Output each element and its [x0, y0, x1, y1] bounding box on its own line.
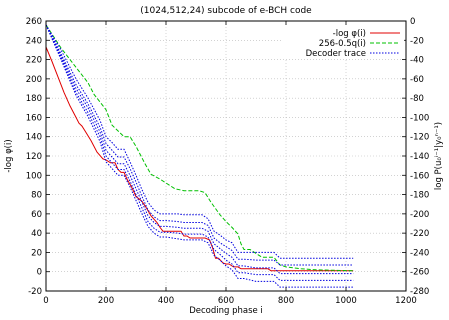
y-right-tick-label: -180 [410, 191, 429, 201]
y-right-tick-label: -140 [410, 152, 429, 162]
y-left-tick-label: 60 [31, 210, 42, 220]
series-line-3 [45, 24, 354, 266]
y-left-tick-label: 140 [26, 133, 42, 143]
y-right-tick-label: -120 [410, 133, 429, 143]
y-left-tick-label: 40 [31, 229, 42, 239]
series-line-5 [45, 24, 354, 281]
legend-label: 256-0.5q(i) [319, 39, 366, 49]
y-left-tick-label: 160 [26, 113, 42, 123]
series-line-4 [45, 24, 354, 275]
y-left-tick-label: 220 [26, 56, 42, 66]
y-right-tick-label: -20 [410, 36, 424, 46]
y-left-tick-label: 120 [26, 152, 42, 162]
y-left-tick-label: 100 [26, 171, 42, 181]
y-left-tick-label: 260 [26, 17, 42, 27]
series-line-6 [45, 24, 354, 288]
y-left-tick-label: -20 [28, 287, 42, 297]
y-right-tick-label: -220 [410, 229, 429, 239]
y-left-tick-label: 180 [26, 94, 42, 104]
y-right-tick-label: -160 [410, 171, 429, 181]
legend-label: Decoder trace [306, 49, 366, 59]
legend-label: -log φ(i) [333, 29, 366, 39]
y-right-tick-label: -280 [410, 287, 429, 297]
y-right-tick-label: -80 [410, 94, 424, 104]
series-line-0 [45, 46, 354, 272]
y-axis-right-title: log P(u₀ⁱ⁻¹|y₀ⁿ⁻¹) [434, 122, 444, 190]
x-tick-label: 600 [218, 296, 234, 306]
y-right-tick-label: -240 [410, 248, 429, 258]
x-tick-label: 400 [158, 296, 174, 306]
series-line-2 [45, 24, 354, 259]
y-left-tick-label: 20 [31, 248, 42, 258]
y-right-tick-label: -260 [410, 268, 429, 278]
y-right-tick-label: 0 [410, 17, 415, 27]
y-left-tick-label: 80 [31, 191, 42, 201]
y-left-tick-label: 0 [37, 268, 42, 278]
x-tick-label: 1200 [395, 296, 417, 306]
y-right-tick-label: -100 [410, 113, 429, 123]
x-tick-label: 200 [98, 296, 114, 306]
chart-title: (1024,512,24) subcode of e-BCH code [140, 6, 312, 16]
x-tick-label: 0 [43, 296, 48, 306]
y-right-tick-label: -40 [410, 56, 424, 66]
y-axis-left-title: -log φ(i) [4, 139, 14, 172]
y-left-tick-label: 200 [26, 75, 42, 85]
x-tick-label: 1000 [335, 296, 357, 306]
legend-box [282, 25, 404, 59]
series-line-1 [45, 24, 354, 272]
series-group [45, 24, 354, 288]
x-tick-label: 800 [278, 296, 294, 306]
y-right-tick-label: -200 [410, 210, 429, 220]
x-axis-title: Decoding phase i [189, 306, 263, 316]
y-right-tick-label: -60 [410, 75, 424, 85]
legend: -log φ(i)256-0.5q(i)Decoder trace [282, 25, 404, 59]
ticks: 0 200 400 600 800 1000 1200-200204060801001201… [26, 17, 430, 306]
y-left-tick-label: 240 [26, 36, 42, 46]
